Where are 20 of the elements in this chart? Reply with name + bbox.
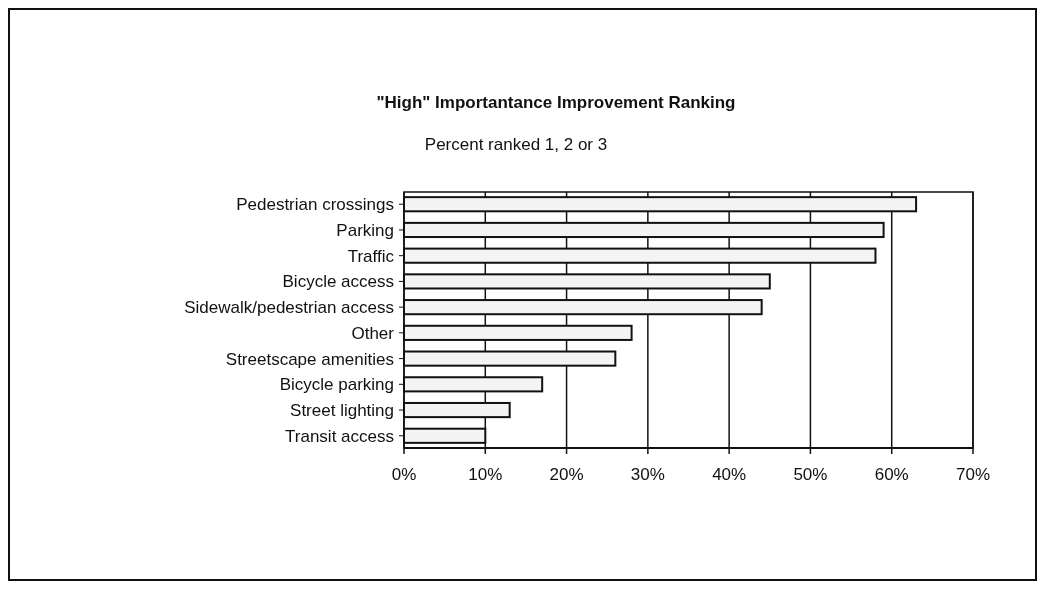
chart-title: "High" Importantance Improvement Ranking	[376, 93, 736, 112]
y-tick-label: Street lighting	[290, 401, 394, 421]
y-tick-label: Pedestrian crossings	[236, 195, 394, 215]
x-tick-label: 50%	[793, 465, 828, 484]
y-tick-label: Streetscape amenities	[225, 349, 394, 369]
y-tick-label: Transit access	[285, 426, 394, 446]
chart-subtitle: Percent ranked 1, 2 or 3	[424, 135, 608, 154]
y-tick-label: Parking	[336, 220, 394, 240]
x-tick-label: 0%	[391, 465, 417, 484]
y-tick-label: Bicycle parking	[279, 375, 394, 395]
x-tick-label: 30%	[630, 465, 665, 484]
x-tick-label: 20%	[549, 465, 584, 484]
x-tick-label: 70%	[955, 465, 991, 484]
x-tick-label: 10%	[468, 465, 503, 484]
y-tick-label: Other	[351, 323, 395, 343]
y-tick-label: Bicycle access	[282, 272, 394, 292]
x-tick-label: 40%	[712, 465, 747, 484]
y-tick-label: Sidewalk/pedestrian access	[184, 298, 394, 318]
x-tick-label: 60%	[874, 465, 909, 484]
y-tick-label: Traffic	[347, 246, 395, 266]
